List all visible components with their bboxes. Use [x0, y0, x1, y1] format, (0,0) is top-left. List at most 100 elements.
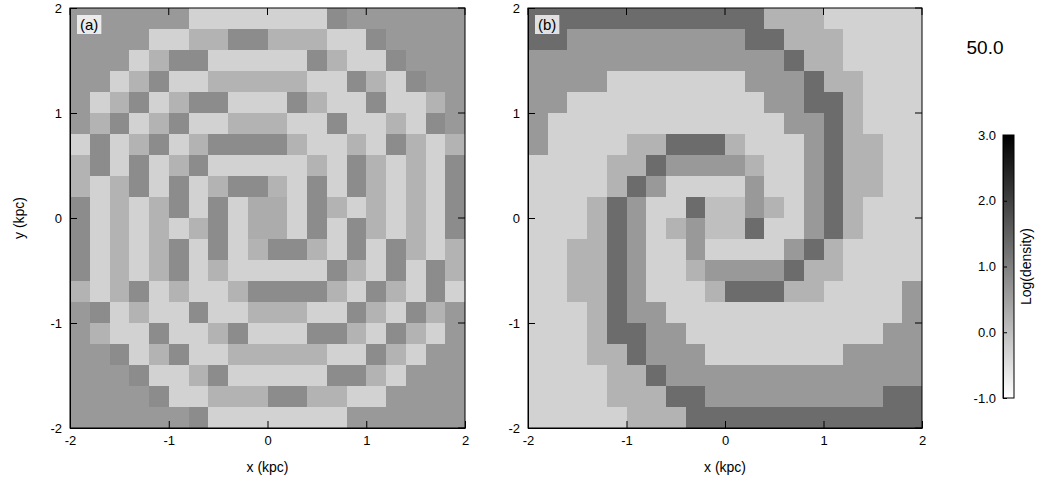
cell	[70, 302, 90, 324]
cell	[347, 134, 367, 156]
cell	[228, 407, 248, 428]
cell	[883, 281, 903, 303]
cell	[169, 407, 189, 428]
cell	[863, 92, 883, 114]
cell	[445, 176, 465, 198]
cell	[784, 29, 804, 51]
cell	[587, 323, 607, 345]
cell	[90, 344, 110, 366]
cell	[386, 8, 406, 30]
cell	[764, 407, 784, 428]
cell	[843, 50, 863, 72]
cell	[129, 8, 149, 30]
cell	[863, 281, 883, 303]
cell	[228, 302, 248, 324]
cell	[169, 281, 189, 303]
cell	[90, 239, 110, 261]
cell	[883, 323, 903, 345]
cell	[725, 8, 745, 30]
cell	[725, 155, 745, 177]
cell	[228, 260, 248, 282]
panel: -2-1012-2-1012x (kpc)y (kpc)(a)	[11, 1, 469, 475]
colorbar-title: Log(density)	[1018, 228, 1034, 305]
cell	[268, 29, 288, 51]
cell	[248, 365, 268, 387]
cell	[149, 365, 169, 387]
cell	[129, 365, 149, 387]
cell	[725, 239, 745, 261]
cell	[347, 113, 367, 135]
cell	[248, 155, 268, 177]
cell	[129, 407, 149, 428]
cell	[824, 260, 844, 282]
cell	[426, 344, 446, 366]
tick-label: -1	[508, 316, 520, 331]
cell	[686, 92, 706, 114]
tick: -2	[508, 421, 535, 436]
tick-mark	[169, 421, 170, 428]
cell	[445, 302, 465, 324]
cell	[208, 218, 228, 240]
cell	[902, 302, 922, 324]
tick-label: -2	[508, 421, 520, 436]
cell	[646, 71, 666, 93]
tick-label: -2	[523, 433, 535, 448]
cell	[824, 113, 844, 135]
cell	[307, 197, 327, 219]
cell	[386, 407, 406, 428]
cell	[804, 134, 824, 156]
cell	[307, 176, 327, 198]
cell	[548, 239, 568, 261]
cell	[406, 386, 426, 408]
cell	[366, 71, 386, 93]
cell	[725, 176, 745, 198]
cell	[627, 71, 647, 93]
cell	[784, 260, 804, 282]
cell	[248, 323, 268, 345]
tick: 0	[264, 421, 271, 448]
tick-mark	[528, 323, 535, 324]
cell	[426, 92, 446, 114]
cell	[725, 281, 745, 303]
cell	[366, 302, 386, 324]
cell	[764, 71, 784, 93]
tick: 2.0	[978, 193, 1007, 208]
cell	[110, 29, 130, 51]
cell	[548, 407, 568, 428]
cell	[110, 365, 130, 387]
cell	[169, 365, 189, 387]
tick-mark	[465, 421, 466, 428]
cell	[567, 8, 587, 30]
cell	[804, 218, 824, 240]
cell	[745, 71, 765, 93]
tick: -1	[508, 316, 535, 331]
cell	[863, 134, 883, 156]
cell	[607, 113, 627, 135]
cell	[528, 113, 548, 135]
cell	[883, 155, 903, 177]
cell	[248, 71, 268, 93]
cell	[327, 239, 347, 261]
cell	[169, 260, 189, 282]
cell	[189, 260, 209, 282]
tick: 3.0	[978, 128, 1007, 143]
cell	[627, 323, 647, 345]
cell	[208, 92, 228, 114]
mirror-ticks	[528, 8, 922, 428]
cell	[129, 344, 149, 366]
tick-mark	[915, 218, 922, 219]
cell	[784, 134, 804, 156]
cell	[607, 197, 627, 219]
cell	[587, 281, 607, 303]
cell	[843, 113, 863, 135]
cell	[666, 407, 686, 428]
cell	[824, 29, 844, 51]
cell	[228, 344, 248, 366]
cell	[426, 8, 446, 30]
cell	[863, 155, 883, 177]
cell	[228, 155, 248, 177]
cell	[208, 176, 228, 198]
cell	[268, 302, 288, 324]
cell	[445, 155, 465, 177]
cell	[347, 407, 367, 428]
